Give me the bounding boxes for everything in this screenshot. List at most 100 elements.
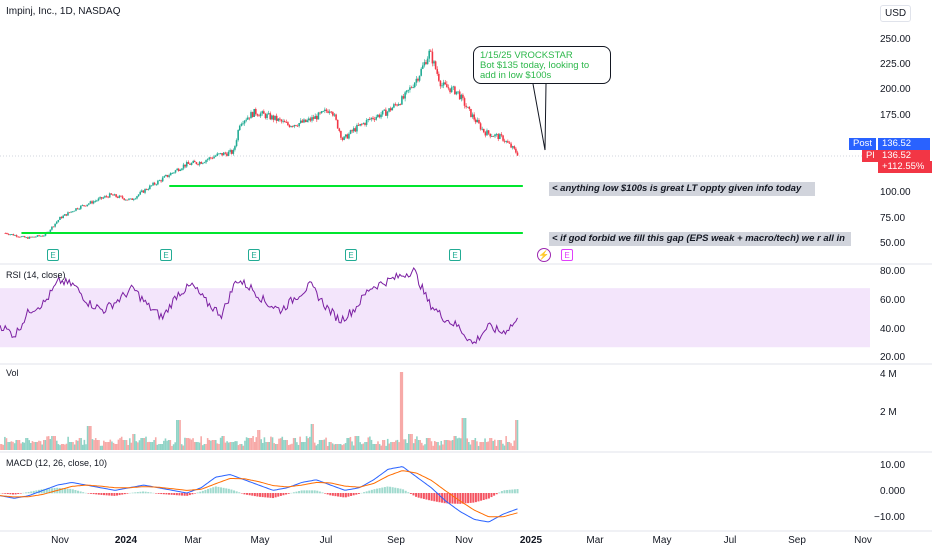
- macd-histogram-bar: [217, 486, 220, 494]
- volume-bar: [47, 436, 50, 450]
- candle-body: [160, 180, 162, 182]
- volume-bar: [117, 439, 120, 450]
- earnings-icon[interactable]: E: [345, 249, 357, 261]
- candle-body: [426, 58, 429, 65]
- candle-body: [177, 168, 180, 171]
- volume-bar: [187, 438, 189, 450]
- volume-bar: [96, 440, 99, 450]
- currency-selector[interactable]: USD: [880, 5, 912, 22]
- volume-bar: [13, 443, 16, 450]
- rsi-tick: 20.00: [880, 352, 906, 363]
- volume-bar: [125, 440, 128, 450]
- macd-histogram-bar: [477, 493, 480, 502]
- volume-bar: [477, 445, 480, 450]
- volume-bar: [43, 440, 45, 450]
- candle-body: [421, 65, 424, 69]
- candle-body: [402, 96, 405, 99]
- volume-bar: [266, 442, 269, 450]
- macd-histogram-bar: [383, 487, 386, 494]
- volume-bar: [378, 444, 381, 450]
- macd-histogram-bar: [376, 488, 379, 494]
- candle-body: [65, 214, 68, 216]
- earnings-future-icon[interactable]: E: [561, 249, 573, 261]
- macd-histogram-bar: [373, 489, 376, 494]
- macd-histogram-bar: [92, 493, 95, 495]
- macd-histogram-bar: [417, 493, 420, 498]
- volume-bar: [104, 442, 107, 450]
- volume-bar: [44, 440, 47, 450]
- volume-bar: [167, 440, 170, 450]
- macd-histogram-bar: [71, 489, 74, 494]
- volume-bar: [216, 443, 219, 450]
- candle-body: [169, 173, 172, 176]
- earnings-icon[interactable]: E: [449, 249, 461, 261]
- macd-histogram-bar: [19, 493, 22, 494]
- candle-body: [470, 108, 472, 117]
- volume-bar: [250, 438, 253, 450]
- volume-bar: [77, 440, 79, 450]
- volume-bar: [411, 434, 413, 450]
- candle-body: [10, 234, 13, 235]
- volume-bar: [281, 436, 284, 450]
- macd-histogram-bar: [61, 488, 64, 494]
- candle-body: [282, 120, 284, 122]
- macd-histogram-bar: [116, 493, 119, 496]
- candle-body: [89, 201, 92, 204]
- candle-body: [425, 62, 427, 65]
- volume-bar: [59, 445, 61, 450]
- volume-bar: [201, 445, 204, 450]
- volume-bar: [101, 445, 104, 450]
- macd-histogram-bar: [269, 493, 272, 498]
- volume-bar: [150, 442, 152, 450]
- macd-histogram-bar: [329, 493, 332, 496]
- volume-bar: [106, 442, 108, 450]
- macd-histogram-bar: [155, 493, 158, 494]
- lightning-icon[interactable]: ⚡: [537, 248, 551, 262]
- candle-body: [373, 118, 376, 120]
- candle-body: [481, 128, 483, 130]
- candle-body: [327, 111, 329, 113]
- candle-body: [513, 146, 516, 149]
- volume-bar: [25, 438, 27, 450]
- volume-bar: [88, 426, 91, 450]
- earnings-icon[interactable]: E: [47, 249, 59, 261]
- volume-bar: [377, 441, 379, 450]
- macd-histogram-bar: [448, 493, 451, 504]
- macd-histogram-bar: [97, 493, 100, 495]
- earnings-icon[interactable]: E: [248, 249, 260, 261]
- macd-histogram-bar: [318, 491, 321, 494]
- candle-body: [60, 216, 63, 219]
- candle-body: [181, 168, 183, 170]
- volume-bar: [396, 439, 399, 450]
- candle-body: [25, 237, 28, 239]
- volume-bar: [219, 437, 222, 450]
- volume-bar: [30, 442, 32, 450]
- candle-body: [126, 199, 129, 201]
- macd-histogram-bar: [300, 490, 303, 494]
- candle-body: [28, 236, 31, 239]
- candle-body: [243, 120, 246, 124]
- volume-bar: [481, 442, 483, 450]
- candle-body: [489, 133, 492, 137]
- volume-bar: [265, 442, 267, 450]
- macd-histogram-bar: [355, 493, 358, 495]
- volume-bar: [487, 441, 490, 450]
- macd-histogram-bar: [266, 493, 269, 498]
- volume-bar: [268, 442, 271, 450]
- candle-body: [237, 130, 239, 141]
- volume-bar: [68, 442, 71, 450]
- volume-bar: [20, 443, 22, 450]
- volume-bar: [424, 444, 426, 450]
- volume-bar: [247, 438, 250, 450]
- macd-histogram-bar: [279, 493, 282, 496]
- candle-body: [153, 182, 156, 185]
- volume-bar: [198, 442, 201, 450]
- volume-bar: [232, 442, 235, 450]
- volume-bar: [304, 442, 306, 450]
- candle-body: [441, 85, 443, 87]
- macd-histogram-bar: [95, 493, 98, 495]
- candle-body: [185, 162, 188, 167]
- earnings-icon[interactable]: E: [160, 249, 172, 261]
- volume-bar: [15, 440, 18, 450]
- candle-body: [272, 115, 275, 120]
